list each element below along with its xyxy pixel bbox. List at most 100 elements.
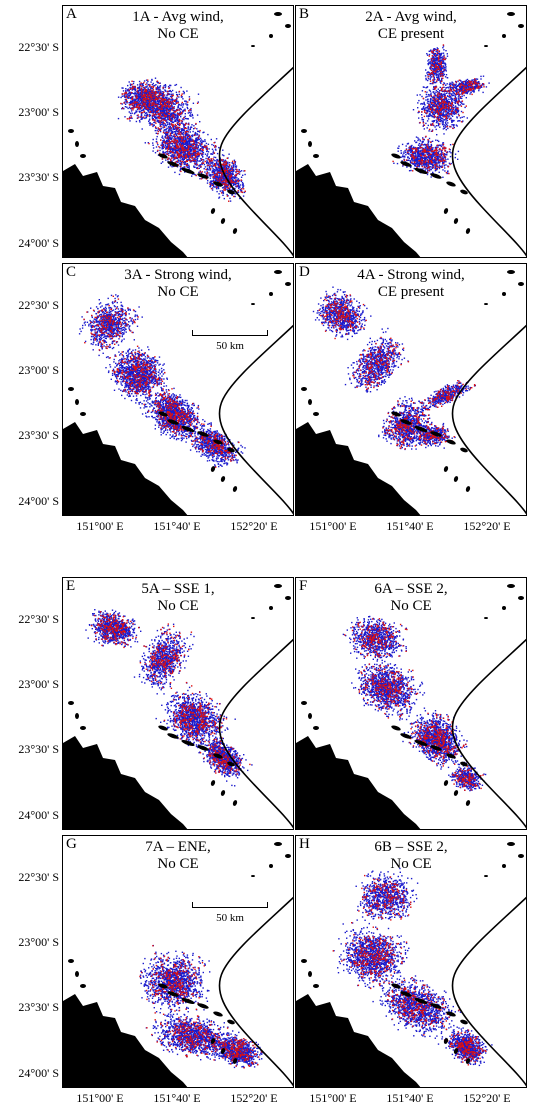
reef	[213, 753, 223, 759]
shelf-contour	[218, 324, 293, 515]
reef	[232, 486, 238, 492]
island	[518, 282, 524, 286]
island	[484, 303, 488, 305]
reef	[465, 800, 471, 806]
reef	[197, 745, 209, 751]
longitude-label: 151°40' E	[370, 1091, 450, 1106]
panel-letter: F	[299, 579, 307, 594]
panel-title: 6A – SSE 2, No CE	[296, 581, 526, 615]
longitude-label: 152°20' E	[214, 1091, 294, 1106]
latitude-label: 22°30' S	[1, 298, 59, 313]
mainland	[63, 736, 188, 829]
mainland	[296, 994, 421, 1087]
island	[308, 399, 312, 405]
reef	[220, 218, 226, 224]
reef	[414, 425, 428, 433]
reef	[453, 1048, 459, 1054]
reef	[220, 1048, 226, 1054]
reef	[414, 997, 428, 1005]
reef	[158, 411, 168, 417]
reef	[197, 1003, 209, 1009]
latitude-label: 24°00' S	[1, 1066, 59, 1081]
longitude-label: 151°00' E	[293, 1091, 373, 1106]
reef	[391, 983, 401, 989]
island	[502, 864, 506, 868]
reef	[197, 431, 209, 437]
island	[308, 971, 312, 977]
island	[285, 24, 291, 28]
map-panel-b: B 2A - Avg wind, CE present	[295, 5, 527, 258]
reef	[400, 161, 412, 167]
particles-blue	[312, 286, 476, 451]
island	[65, 452, 69, 456]
longitude-label: 151°40' E	[137, 1091, 217, 1106]
island	[65, 194, 69, 198]
particles-red	[332, 874, 487, 1066]
reef	[400, 419, 412, 425]
reef	[453, 476, 459, 482]
map-canvas	[63, 842, 293, 1087]
reef	[210, 780, 216, 786]
latitude-label: 23°00' S	[1, 677, 59, 692]
island	[269, 606, 273, 610]
island	[269, 864, 273, 868]
reef	[443, 466, 449, 472]
island	[251, 617, 255, 619]
scale-bar-label: 50 km	[192, 912, 268, 924]
reef	[414, 739, 428, 747]
reef	[446, 181, 456, 187]
reef	[210, 208, 216, 214]
reef	[213, 439, 223, 445]
scale-bar-line	[192, 330, 268, 336]
particles-red	[83, 295, 240, 468]
panel-title: 6B – SSE 2, No CE	[296, 839, 526, 873]
island	[484, 617, 488, 619]
island	[507, 842, 515, 846]
mainland	[296, 736, 421, 829]
reef	[167, 161, 179, 167]
reef	[227, 1019, 235, 1025]
island	[285, 596, 291, 600]
reef	[460, 447, 468, 453]
island	[285, 854, 291, 858]
latitude-label: 22°30' S	[1, 40, 59, 55]
reef	[443, 208, 449, 214]
longitude-label: 151°40' E	[370, 519, 450, 534]
reef	[430, 745, 442, 751]
reef	[453, 218, 459, 224]
reef	[167, 991, 179, 997]
latitude-label: 23°30' S	[1, 1000, 59, 1015]
island	[484, 45, 488, 47]
reef	[181, 425, 195, 433]
longitude-label: 152°20' E	[447, 519, 527, 534]
latitude-label: 23°30' S	[1, 742, 59, 757]
reef	[227, 761, 235, 767]
reef	[414, 167, 428, 175]
shelf-contour	[218, 66, 293, 257]
latitude-label: 24°00' S	[1, 236, 59, 251]
reef	[391, 725, 401, 731]
island	[502, 606, 506, 610]
panel-letter: A	[66, 7, 77, 22]
map-panel-a: A 1A - Avg wind, No CE	[62, 5, 294, 258]
shelf-contour	[451, 896, 526, 1087]
longitude-label: 151°40' E	[137, 519, 217, 534]
island	[502, 34, 506, 38]
reef	[220, 476, 226, 482]
reef	[453, 790, 459, 796]
island	[301, 129, 307, 133]
latitude-label: 24°00' S	[1, 494, 59, 509]
reef	[213, 181, 223, 187]
scale-bar-line	[192, 902, 268, 908]
island	[65, 1024, 69, 1028]
map-panel-c: C 3A - Strong wind, No CE	[62, 263, 294, 516]
island	[269, 34, 273, 38]
island	[308, 141, 312, 147]
panel-title: 5A – SSE 1, No CE	[63, 581, 293, 615]
reef	[232, 1058, 238, 1064]
particles-red	[318, 294, 476, 450]
particles-red	[120, 79, 246, 202]
reef	[213, 1011, 223, 1017]
island	[274, 12, 282, 16]
reef	[167, 733, 179, 739]
